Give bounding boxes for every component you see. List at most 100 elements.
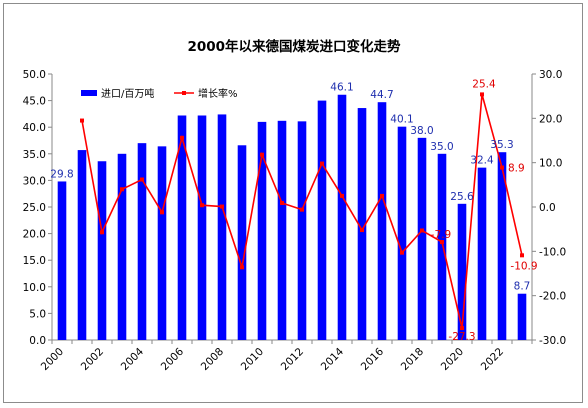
point-2023 <box>520 253 524 258</box>
left-tick-label: 15.0 <box>23 255 46 267</box>
point-2004 <box>140 177 144 182</box>
x-tick-label: 2014 <box>319 345 347 373</box>
left-tick-label: 0.0 <box>29 335 46 347</box>
point-2020 <box>460 326 464 331</box>
bar-label-2021: 32.4 <box>470 155 494 167</box>
left-tick-label: 25.0 <box>23 202 46 214</box>
bar-2021 <box>477 167 487 340</box>
x-tick-label: 2002 <box>79 346 106 373</box>
bar-2013 <box>317 100 327 340</box>
bar-2002 <box>97 161 107 340</box>
x-tick-label: 2016 <box>359 345 387 373</box>
x-tick-label: 2018 <box>399 346 426 373</box>
bar-2018 <box>417 137 427 340</box>
line-label-2021: 25.4 <box>472 78 496 90</box>
bar-2000 <box>57 181 67 340</box>
bar-label-2014: 46.1 <box>330 82 353 94</box>
left-tick-label: 40.0 <box>23 122 46 134</box>
legend-bar-swatch <box>81 90 97 96</box>
chart-frame: 2000年以来德国煤炭进口变化走势 0.0 5.0 10.0 15.0 20.0 25.0… <box>3 3 583 403</box>
point-2005 <box>160 210 164 215</box>
point-2007 <box>200 203 204 208</box>
bar-label-2022: 35.3 <box>490 139 513 151</box>
point-2017 <box>400 250 404 255</box>
bar-label-2017: 40.1 <box>390 114 413 126</box>
point-2010 <box>260 152 264 157</box>
point-2019 <box>440 240 444 245</box>
left-tick-label: 35.0 <box>23 149 46 161</box>
point-2012 <box>300 207 304 212</box>
x-tick-label: 2022 <box>479 346 506 373</box>
left-tick-label: 20.0 <box>23 229 46 241</box>
legend-line-marker <box>182 91 186 95</box>
bar-2003 <box>117 153 127 340</box>
x-tick-label: 2008 <box>199 346 226 373</box>
bar-label-2016: 44.7 <box>370 89 393 101</box>
combo-chart: 2000年以来德国煤炭进口变化走势 0.0 5.0 10.0 15.0 20.0 25.0… <box>23 38 567 373</box>
chart-title: 2000年以来德国煤炭进口变化走势 <box>187 38 401 55</box>
point-2011 <box>280 201 284 206</box>
line-label-2022: 8.9 <box>508 163 525 175</box>
line-series <box>80 92 524 331</box>
bar-2011 <box>277 120 287 340</box>
bar-2020 <box>457 203 467 340</box>
legend-line-label: 增长率% <box>198 87 238 100</box>
point-2021 <box>480 92 484 97</box>
x-tick-label: 2012 <box>279 346 306 373</box>
left-tick-label: 50.0 <box>23 69 46 81</box>
bar-2001 <box>77 150 87 340</box>
bar-label-2023: 8.7 <box>514 281 531 293</box>
point-2015 <box>360 228 364 233</box>
left-tick-label: 45.0 <box>23 96 46 108</box>
bar-2006 <box>177 115 187 340</box>
bar-2019 <box>437 153 447 340</box>
bar-2010 <box>257 121 267 340</box>
bar-label-2018: 38.0 <box>410 125 433 137</box>
right-tick-label: 20.0 <box>539 113 562 125</box>
bar-label-2019: 35.0 <box>430 141 453 153</box>
bar-label-2020: 25.6 <box>450 191 474 203</box>
bar-2023 <box>517 293 527 340</box>
bar-2008 <box>217 114 227 340</box>
bar-2022 <box>497 152 507 340</box>
point-2002 <box>100 230 104 235</box>
bar-data-labels: 29.8 46.1 44.7 40.138.0 35.0 25.6 32.4 35.3 8.7 <box>50 82 530 293</box>
line-data-labels: -7.9 -27.3 25.4 8.9 -10.9 <box>431 78 538 343</box>
right-tick-label: 10.0 <box>539 158 562 170</box>
right-tick-label: -20.0 <box>539 291 566 303</box>
line-label-2019: -7.9 <box>431 229 452 241</box>
x-axis-ticks: 2000 2002 2004 2006 2008 2010 2012 2014 2016 2018… <box>39 340 533 373</box>
right-tick-label: -30.0 <box>539 335 566 347</box>
x-tick-label: 2000 <box>39 346 66 373</box>
legend: 进口/百万吨 增长率% <box>81 87 238 100</box>
point-2016 <box>380 193 384 198</box>
bar-2017 <box>397 126 407 340</box>
left-axis-ticks: 0.0 5.0 10.0 15.0 20.0 25.0 30.0 35.0 40.0 45.0 50… <box>23 69 52 347</box>
bar-label-2000: 29.8 <box>50 168 73 180</box>
bar-2015 <box>357 108 367 340</box>
x-tick-label: 2020 <box>439 346 466 373</box>
point-2006 <box>180 135 184 140</box>
point-2014 <box>340 193 344 198</box>
right-axis-ticks: -30.0 -20.0 -10.0 0.0 10.0 20.0 30.0 <box>532 69 566 347</box>
point-2001 <box>80 118 84 123</box>
bar-2007 <box>197 115 207 340</box>
bar-2012 <box>297 121 307 341</box>
point-2013 <box>320 161 324 166</box>
x-tick-label: 2004 <box>119 345 147 373</box>
bar-series <box>57 94 527 341</box>
left-tick-label: 10.0 <box>23 282 46 294</box>
point-2018 <box>420 228 424 233</box>
right-tick-label: 0.0 <box>539 202 556 214</box>
point-2009 <box>240 265 244 270</box>
bar-2009 <box>237 145 247 340</box>
right-tick-label: -10.0 <box>539 246 566 258</box>
bar-2016 <box>377 102 387 340</box>
line-label-2023: -10.9 <box>510 260 537 272</box>
point-2022 <box>500 165 504 170</box>
legend-bar-label: 进口/百万吨 <box>101 87 154 100</box>
bar-2005 <box>157 146 167 340</box>
right-tick-label: 30.0 <box>539 69 562 81</box>
bar-2014 <box>337 94 347 340</box>
left-tick-label: 30.0 <box>23 175 46 187</box>
